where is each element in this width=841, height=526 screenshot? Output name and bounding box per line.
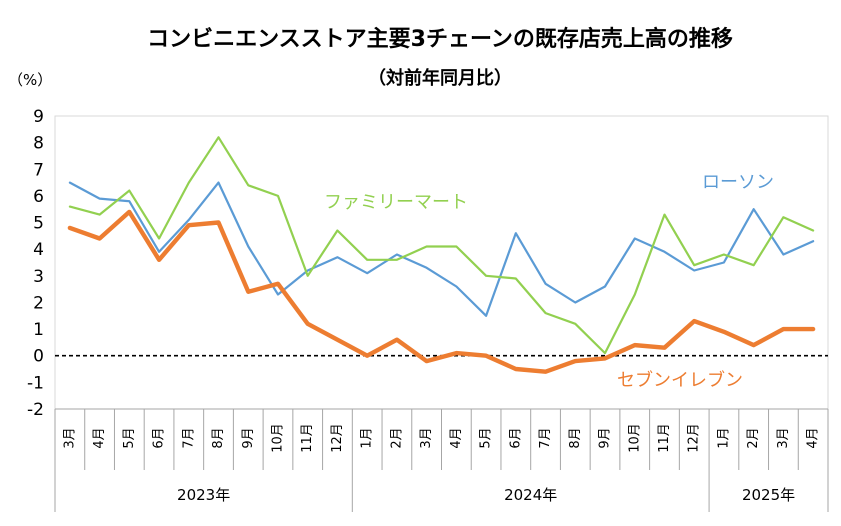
x-tick-label: 1月 bbox=[716, 427, 731, 448]
year-label: 2024年 bbox=[504, 486, 557, 504]
y-axis-ticks: 9 8 7 6 5 4 3 2 1 0 -1 -2 bbox=[27, 107, 44, 420]
series-label-familymart: ファミリーマート bbox=[324, 192, 468, 213]
x-tick-label: 7月 bbox=[181, 427, 196, 448]
series-layer bbox=[67, 136, 816, 374]
x-tick-label: 3月 bbox=[419, 427, 434, 448]
y-axis-unit-label: （%） bbox=[8, 71, 52, 89]
x-tick-label: 6月 bbox=[152, 427, 167, 448]
series-label-lawson: ローソン bbox=[702, 172, 774, 193]
y-tick-label: 1 bbox=[33, 320, 44, 340]
y-tick-label: 3 bbox=[33, 267, 44, 287]
x-tick-label: 5月 bbox=[479, 427, 494, 448]
series-line-familymart bbox=[68, 136, 815, 355]
y-tick-label: -1 bbox=[27, 373, 44, 393]
y-tick-label: 4 bbox=[33, 240, 44, 260]
series-label-seven-eleven: セブンイレブン bbox=[617, 369, 743, 391]
y-tick-label: 9 bbox=[33, 107, 44, 127]
x-tick-label: 1月 bbox=[360, 427, 375, 448]
x-tick-label: 11月 bbox=[300, 423, 315, 453]
x-tick-label: 10月 bbox=[270, 423, 285, 453]
y-tick-label: 6 bbox=[33, 187, 44, 207]
chart-title: コンビニエンスストア主要3チェーンの既存店売上高の推移 bbox=[147, 26, 733, 52]
year-label: 2025年 bbox=[742, 486, 795, 504]
y-tick-label: -2 bbox=[27, 400, 44, 420]
series-line-lawson bbox=[68, 181, 815, 317]
x-tick-label: 4月 bbox=[449, 427, 464, 448]
y-tick-label: 2 bbox=[33, 293, 44, 313]
x-tick-label: 12月 bbox=[687, 423, 702, 453]
x-tick-label: 9月 bbox=[598, 427, 613, 448]
x-tick-label: 5月 bbox=[122, 427, 137, 448]
x-tick-label: 4月 bbox=[92, 427, 107, 448]
y-tick-label: 7 bbox=[33, 160, 44, 180]
y-tick-label: 5 bbox=[33, 214, 44, 234]
x-axis: 3月 4月 5月 6月 7月 8月 9月 10月 11月 12月 1月 2月 3月 4月 5月 6月 7月 8月 9… bbox=[54, 408, 829, 512]
year-label: 2023年 bbox=[177, 486, 230, 504]
x-tick-label: 8月 bbox=[568, 427, 583, 448]
x-tick-label: 2月 bbox=[746, 427, 761, 448]
x-tick-label: 8月 bbox=[211, 427, 226, 448]
x-tick-label: 11月 bbox=[657, 423, 672, 453]
x-tick-label: 4月 bbox=[806, 427, 821, 448]
x-tick-label: 12月 bbox=[330, 423, 345, 453]
x-tick-label: 3月 bbox=[776, 427, 791, 448]
x-tick-label: 9月 bbox=[241, 427, 256, 448]
chart-subtitle: （対前年同月比） bbox=[368, 67, 512, 89]
y-tick-label: 8 bbox=[33, 134, 44, 154]
x-tick-label: 6月 bbox=[508, 427, 523, 448]
x-tick-label: 3月 bbox=[62, 427, 77, 448]
x-tick-label: 2月 bbox=[389, 427, 404, 448]
x-tick-label: 7月 bbox=[538, 427, 553, 448]
series-line-seven-eleven bbox=[67, 209, 816, 374]
x-tick-label: 10月 bbox=[627, 423, 642, 453]
y-tick-label: 0 bbox=[33, 347, 44, 367]
